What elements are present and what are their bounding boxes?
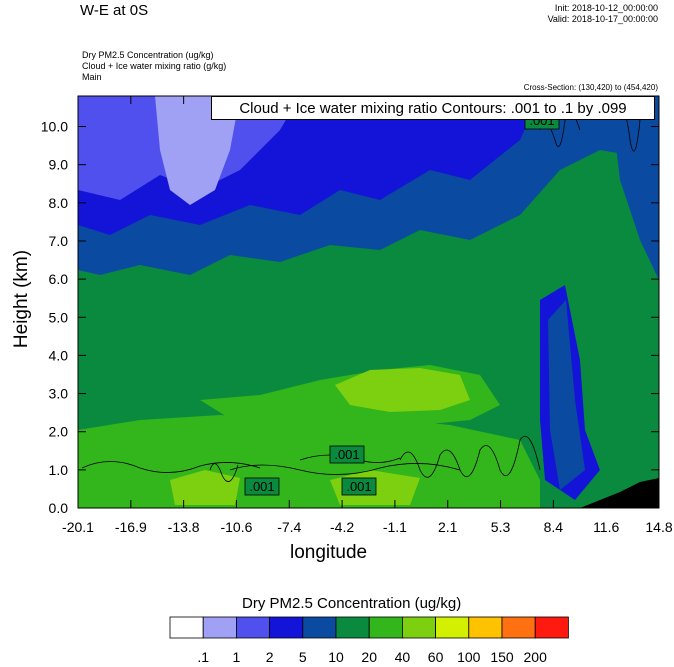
- y-tick-label: 5.0: [49, 309, 69, 325]
- contour-info-box: Cloud + Ice water mixing ratio Contours:…: [211, 96, 655, 120]
- contour-label: .001: [346, 479, 371, 494]
- x-tick-label: 2.1: [438, 519, 458, 535]
- colorbar-swatch: [368, 616, 403, 639]
- colorbar-swatch: [302, 616, 337, 639]
- contour-label: .001: [249, 479, 274, 494]
- x-axis: -20.1 -16.9 -13.8 -10.6 -7.4 -4.2 -1.1 2.1 5.3 8.…: [62, 96, 673, 535]
- colorbar-label: 10: [328, 649, 344, 665]
- y-tick-label: 8.0: [49, 195, 69, 211]
- contour-label-box: [329, 445, 365, 464]
- colorbar-label: 20: [361, 649, 377, 665]
- colorbar-label: 60: [428, 649, 444, 665]
- y-tick-label: 3.0: [49, 386, 69, 402]
- colorbar-swatch: [468, 616, 503, 639]
- x-tick-label: 14.8: [645, 519, 672, 535]
- y-tick-label: 0.0: [49, 500, 69, 516]
- y-tick-label: 6.0: [49, 271, 69, 287]
- time-info: Init: 2018-10-12_00:00:00 Valid: 2018-10…: [548, 3, 658, 25]
- cross-section-label: Cross-Section: (130,420) to (454,420): [523, 83, 658, 92]
- colorbar-swatch: [401, 616, 436, 639]
- plot-title: W-E at 0S: [80, 2, 149, 19]
- x-tick-label: -4.2: [330, 519, 354, 535]
- colorbar-label: 100: [457, 649, 481, 665]
- colorbar-label: 2: [266, 649, 274, 665]
- valid-time: Valid: 2018-10-17_00:00:00: [547, 14, 658, 24]
- y-tick-label: 9.0: [49, 157, 69, 173]
- x-tick-label: -10.6: [220, 519, 252, 535]
- y-axis-label: Height (km): [11, 249, 32, 349]
- contour-label-box: [244, 477, 280, 496]
- x-tick-label: -16.9: [115, 519, 147, 535]
- variable-cloud: Cloud + Ice water mixing ratio (g/kg): [82, 61, 227, 71]
- variable-pm25: Dry PM2.5 Concentration (ug/kg): [82, 50, 214, 60]
- colorbar-swatch: [435, 616, 470, 639]
- x-tick-label: 8.4: [544, 519, 564, 535]
- colorbar-swatch: [501, 616, 536, 639]
- y-tick-label: 4.0: [49, 347, 69, 363]
- colorbar-swatch: [335, 616, 370, 639]
- y-tick-label: 2.0: [49, 424, 69, 440]
- colorbar-swatch: [202, 616, 237, 639]
- colorbar-label: 40: [395, 649, 411, 665]
- colorbar-title: Dry PM2.5 Concentration (ug/kg): [242, 595, 462, 612]
- x-tick-label: -1.1: [383, 519, 407, 535]
- colorbar-swatch: [534, 616, 569, 639]
- x-tick-label: 5.3: [491, 519, 511, 535]
- x-tick-label: -20.1: [62, 519, 94, 535]
- colorbar-swatch: [169, 616, 204, 639]
- x-axis-label: longitude: [290, 542, 368, 563]
- colorbar: .1 1 2 5 10 20 40 60 100 150 200: [169, 616, 569, 665]
- contour-label-box: [341, 477, 377, 496]
- colorbar-swatch: [269, 616, 304, 639]
- y-axis: 0.0 1.0 2.0 3.0 4.0 5.0 6.0 7.0 8.0 9.0 10.0: [41, 119, 659, 516]
- variable-main: Main: [82, 72, 102, 82]
- colorbar-label: .1: [197, 649, 209, 665]
- y-tick-label: 7.0: [49, 233, 69, 249]
- variable-list: Dry PM2.5 Concentration (ug/kg) Cloud + …: [82, 50, 226, 83]
- x-tick-label: -7.4: [277, 519, 301, 535]
- y-tick-label: 1.0: [49, 462, 69, 478]
- x-tick-label: -13.8: [168, 519, 200, 535]
- colorbar-swatch: [235, 616, 270, 639]
- colorbar-label: 200: [524, 649, 548, 665]
- y-tick-label: 10.0: [41, 119, 68, 135]
- x-tick-label: 11.6: [593, 519, 619, 535]
- pm25-field: [78, 96, 659, 508]
- colorbar-label: 1: [233, 649, 241, 665]
- colorbar-label: 5: [299, 649, 307, 665]
- colorbar-label: 150: [490, 649, 514, 665]
- contour-label: .001: [334, 447, 359, 462]
- init-time: Init: 2018-10-12_00:00:00: [554, 3, 658, 13]
